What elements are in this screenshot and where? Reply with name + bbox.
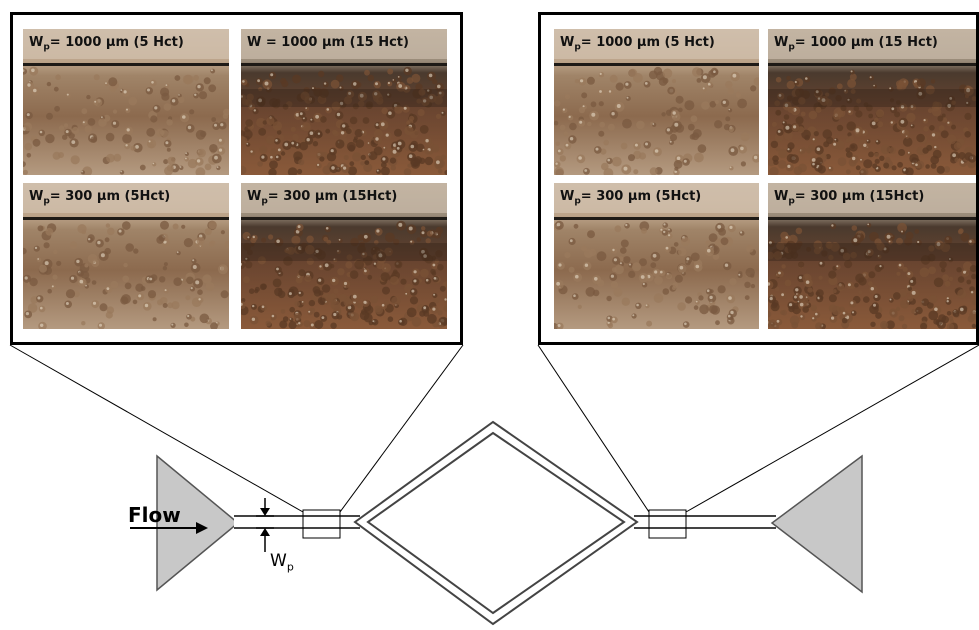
micrograph-label: Wp= 1000 μm (5 Hct) <box>560 35 715 53</box>
right-micrograph-panel: Wp= 1000 μm (5 Hct) Wp= 1000 μm (15 Hct)… <box>538 12 979 345</box>
micrograph-label: Wp= 300 μm (5Hct) <box>29 189 171 207</box>
micrograph-texture <box>768 29 976 175</box>
inlet-zoom-box <box>302 509 341 539</box>
micrograph-wp1000-15hct: Wp= 1000 μm (15 Hct) <box>768 29 976 175</box>
micrograph-texture <box>23 183 229 329</box>
micrograph-label: Wp= 1000 μm (5 Hct) <box>29 35 184 53</box>
micrograph-wp1000-5hct: Wp= 1000 μm (5 Hct) <box>554 29 759 175</box>
micrograph-wp300-15hct: Wp= 300 μm (15Hct) <box>768 183 976 329</box>
bifurcation-loop <box>353 420 639 626</box>
micrograph-w1000-15hct: W = 1000 μm (15 Hct) <box>241 29 447 175</box>
micrograph-label: Wp= 300 μm (15Hct) <box>247 189 398 207</box>
micrograph-texture <box>23 29 229 175</box>
micrograph-texture <box>768 183 976 329</box>
micrograph-texture <box>241 29 447 175</box>
micrograph-label: Wp= 300 μm (5Hct) <box>560 189 702 207</box>
micrograph-wp300-15hct: Wp= 300 μm (15Hct) <box>241 183 447 329</box>
micrograph-label: Wp= 300 μm (15Hct) <box>774 189 925 207</box>
outlet-zoom-box <box>648 509 687 539</box>
micrograph-texture <box>554 183 759 329</box>
zoom-line <box>339 344 464 513</box>
outlet-channel <box>634 515 776 529</box>
inlet-channel <box>234 515 360 529</box>
micrograph-label: W = 1000 μm (15 Hct) <box>247 35 409 50</box>
zoom-line <box>537 344 650 513</box>
zoom-line <box>685 344 979 513</box>
micrograph-label: Wp= 1000 μm (15 Hct) <box>774 35 938 53</box>
flow-arrow <box>130 522 208 534</box>
micrograph-wp300-5hct: Wp= 300 μm (5Hct) <box>23 183 229 329</box>
left-micrograph-panel: Wp= 1000 μm (5 Hct) W = 1000 μm (15 Hct)… <box>10 12 463 345</box>
micrograph-texture <box>554 29 759 175</box>
micrograph-wp300-5hct: Wp= 300 μm (5Hct) <box>554 183 759 329</box>
outlet-reservoir <box>770 454 863 594</box>
channel-width-label: Wp <box>270 551 294 574</box>
micrograph-wp1000-5hct: Wp= 1000 μm (5 Hct) <box>23 29 229 175</box>
micrograph-texture <box>241 183 447 329</box>
channel-width-indicator <box>256 498 274 552</box>
flow-label: Flow <box>128 503 181 527</box>
zoom-line <box>9 344 304 513</box>
